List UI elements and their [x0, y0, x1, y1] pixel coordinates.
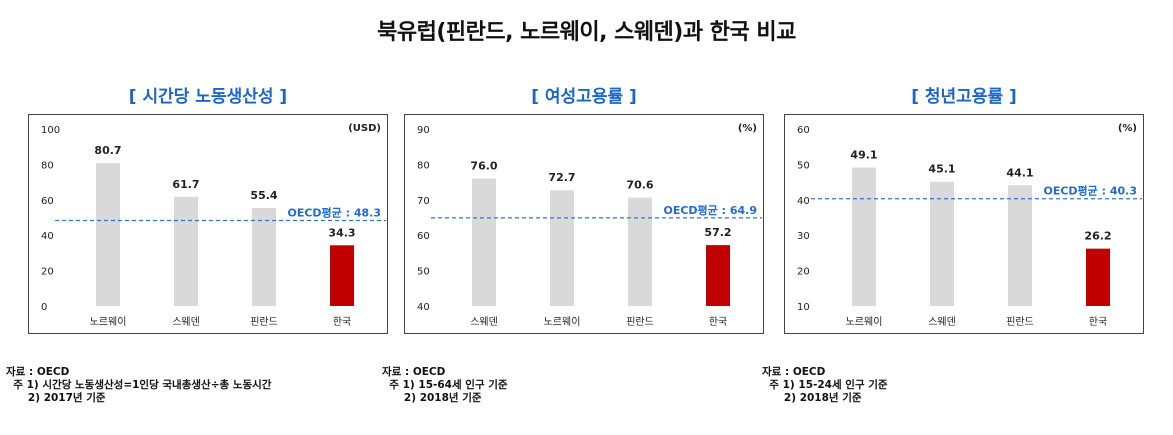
bar	[1086, 248, 1110, 306]
y-tick-label: 50	[797, 160, 810, 171]
unit-label: (USD)	[348, 123, 381, 134]
x-tick-label: 노르웨이	[544, 316, 581, 328]
x-tick-label: 핀란드	[250, 316, 278, 328]
x-tick-label: 핀란드	[1006, 316, 1034, 328]
y-tick-label: 100	[41, 125, 60, 136]
data-label: 44.1	[1006, 166, 1033, 179]
y-tick-label: 50	[417, 267, 430, 278]
x-tick-label: 한국	[333, 316, 351, 328]
y-tick-label: 20	[797, 267, 810, 278]
bar	[628, 197, 652, 306]
bar	[472, 178, 496, 306]
data-label: 70.6	[626, 179, 653, 192]
source-notes: 자료 : OECD 주 1) 15-24세 인구 기준 2) 2018년 기준	[762, 366, 1142, 405]
source-notes: 자료 : OECD 주 1) 15-64세 인구 기준 2) 2018년 기준	[382, 366, 762, 405]
bar	[706, 245, 730, 306]
y-tick-label: 60	[797, 125, 810, 136]
x-tick-label: 한국	[709, 316, 727, 328]
note-line: 2) 2018년 기준	[382, 392, 482, 404]
unit-label: (%)	[1118, 123, 1137, 134]
y-tick-label: 80	[417, 160, 430, 171]
y-tick-label: 80	[41, 160, 54, 171]
x-tick-label: 스웨덴	[928, 316, 956, 328]
y-tick-label: 70	[417, 196, 430, 207]
y-tick-label: 60	[41, 196, 54, 207]
youth-employment-chart: 10 20 30 40 50 60 (%) 49.1 노르웨이 45.1 스웨덴 44.1 핀란드 26.…	[797, 123, 1142, 328]
y-tick-label: 10	[797, 302, 810, 313]
page-title: 북유럽(핀란드, 노르웨이, 스웨덴)과 한국 비교	[377, 20, 796, 45]
note-line: 2) 2017년 기준	[6, 392, 106, 404]
chart-frame: 40 50 60 70 80 90 (%) 76.0 스웨덴 72.7 노르웨이 70.6 핀란드 57.…	[404, 114, 764, 334]
data-label: 72.7	[548, 171, 575, 184]
chart-frame: 0 20 40 60 80 100 (USD) 80.7 노르웨이 61.7 스웨덴 55.4 핀란드 3…	[28, 114, 388, 334]
oecd-average-label: OECD평균 : 40.3	[1043, 184, 1137, 198]
source-line: 자료 : OECD	[762, 366, 826, 378]
bar	[550, 190, 574, 306]
bar	[330, 245, 354, 306]
source-line: 자료 : OECD	[382, 366, 446, 378]
x-tick-label: 스웨덴	[470, 316, 498, 328]
x-tick-label: 노르웨이	[90, 316, 127, 328]
bar	[930, 181, 954, 306]
data-label: 49.1	[850, 149, 877, 162]
panel-title: [ 시간당 노동생산성 ]	[128, 87, 288, 107]
oecd-average-label: OECD평균 : 48.3	[287, 206, 381, 220]
data-label: 76.0	[470, 160, 497, 173]
source-line: 자료 : OECD	[6, 366, 70, 378]
y-tick-label: 40	[797, 196, 810, 207]
data-label: 61.7	[172, 178, 199, 191]
y-tick-label: 90	[417, 125, 430, 136]
note-line: 주 1) 시간당 노동생산성=1인당 국내총생산÷총 노동시간	[6, 379, 272, 391]
y-tick-label: 40	[417, 302, 430, 313]
note-line: 2) 2018년 기준	[762, 392, 862, 404]
bar	[852, 167, 876, 306]
data-label: 80.7	[94, 144, 121, 157]
y-tick-label: 40	[41, 231, 54, 242]
note-line: 주 1) 15-64세 인구 기준	[382, 379, 508, 391]
bar	[96, 163, 120, 306]
panel-title: [ 청년고용률 ]	[911, 87, 1017, 107]
x-tick-label: 스웨덴	[172, 316, 200, 328]
panel-title: [ 여성고용률 ]	[531, 87, 637, 107]
y-tick-label: 30	[797, 231, 810, 242]
chart-frame: 10 20 30 40 50 60 (%) 49.1 노르웨이 45.1 스웨덴 44.1 핀란드 26.…	[784, 114, 1144, 334]
source-notes: 자료 : OECD 주 1) 시간당 노동생산성=1인당 국내총생산÷총 노동시…	[6, 366, 386, 405]
productivity-chart: 0 20 40 60 80 100 (USD) 80.7 노르웨이 61.7 스웨덴 55.4 핀란드 3…	[41, 123, 386, 328]
bar	[174, 196, 198, 306]
bar	[252, 207, 276, 306]
oecd-average-label: OECD평균 : 64.9	[663, 203, 757, 217]
note-line: 주 1) 15-24세 인구 기준	[762, 379, 888, 391]
data-label: 26.2	[1084, 230, 1111, 243]
y-tick-label: 20	[41, 267, 54, 278]
bar	[1008, 185, 1032, 306]
female-employment-chart: 40 50 60 70 80 90 (%) 76.0 스웨덴 72.7 노르웨이 70.6 핀란드 57.…	[417, 123, 762, 328]
data-label: 45.1	[928, 163, 955, 176]
y-tick-label: 60	[417, 231, 430, 242]
data-label: 57.2	[704, 226, 731, 239]
x-tick-label: 한국	[1089, 316, 1107, 328]
x-tick-label: 핀란드	[626, 316, 654, 328]
data-label: 34.3	[328, 226, 355, 239]
unit-label: (%)	[738, 123, 757, 134]
x-tick-label: 노르웨이	[846, 316, 883, 328]
y-tick-label: 0	[41, 302, 47, 313]
data-label: 55.4	[250, 189, 277, 202]
